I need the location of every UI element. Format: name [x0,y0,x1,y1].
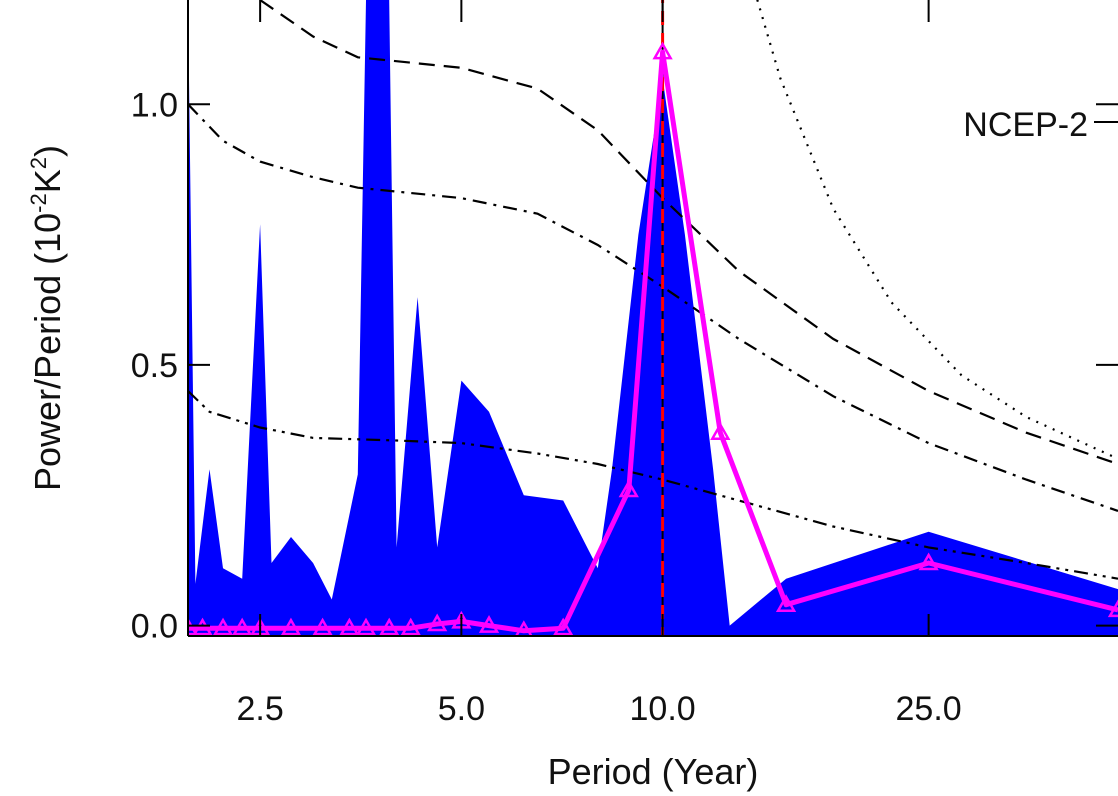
reference-curve-dash-dot [188,103,1118,512]
triangle-marker [1107,599,1118,618]
triangle-marker [232,617,253,636]
triangle-marker [427,613,448,632]
power-area-fill [188,0,1118,636]
ticks [188,0,1118,636]
triangle-marker [379,617,400,636]
triangle-marker [280,617,302,636]
x-tick-label: 10.0 [630,690,696,728]
triangle-marker [212,617,234,636]
axes [187,0,1118,637]
annotation-label: NCEP-2 [963,106,1088,144]
triangle-marker [918,552,939,571]
power-spectrum-area [188,0,1118,636]
triangle-marker [775,594,797,612]
y-tick-label: 0.5 [131,347,178,385]
triangle-marker [710,422,731,440]
reference-curve-dotted [756,0,1118,460]
triangle-marker [339,617,360,636]
triangle-marker [192,617,213,636]
magenta-line [188,49,1118,634]
y-tick-label: 1.0 [131,86,178,124]
triangle-marker [400,617,421,636]
plot-area [188,0,1118,636]
x-tick-label: 2.5 [237,690,284,728]
significance-curves [188,0,1118,580]
triangle-marker [618,479,639,498]
triangle-marker [312,617,333,636]
triangle-marker [355,617,377,636]
x-axis-title: Period (Year) [548,751,759,792]
y-tick-label: 0.0 [131,608,178,646]
reference-curve-dashed [259,0,1118,466]
triangle-marker [478,615,500,633]
triangle-marker [553,617,574,636]
reference-curve-dash-dot-dot [188,390,1118,580]
triangle-marker [514,620,533,636]
y-axis-title: Power/Period (10-2K2) [26,145,68,491]
magenta-series [188,41,1118,636]
x-tick-label: 25.0 [896,690,962,728]
triangle-marker [652,41,673,60]
x-tick-label: 5.0 [438,690,485,728]
triangle-marker [188,617,199,636]
